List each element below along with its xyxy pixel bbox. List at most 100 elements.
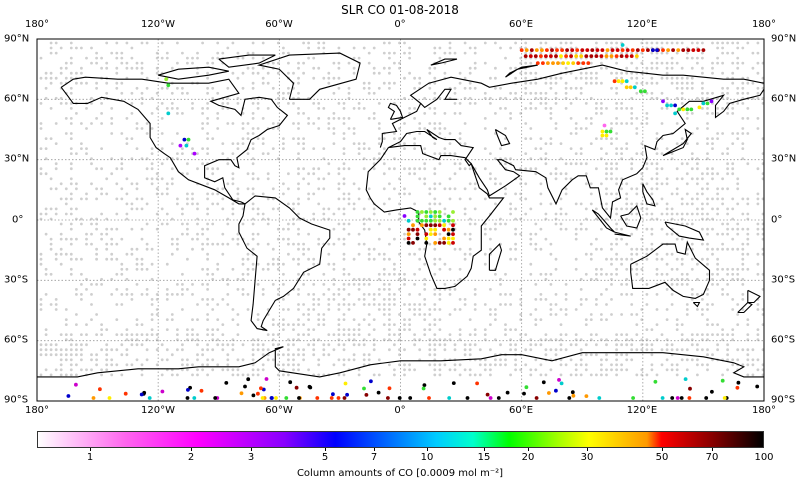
co-point <box>294 385 299 390</box>
co-point <box>424 218 429 223</box>
co-point <box>424 214 429 219</box>
co-point <box>259 386 263 391</box>
co-point <box>651 48 655 52</box>
co-point <box>160 389 165 394</box>
lat-label: 60°N <box>771 93 797 105</box>
colorbar-tick-label: 15 <box>477 452 491 463</box>
co-point <box>415 218 420 223</box>
co-point <box>620 48 625 52</box>
co-point <box>362 386 366 391</box>
co-data-points <box>66 43 760 400</box>
lat-label: 0° <box>12 214 24 226</box>
lon-label: 60°W <box>265 405 293 416</box>
co-point <box>164 77 169 82</box>
co-point <box>406 232 411 237</box>
co-point <box>437 223 442 228</box>
colorbar <box>37 431 764 448</box>
co-point <box>541 61 545 65</box>
co-point <box>411 223 415 228</box>
co-point <box>673 103 677 108</box>
colorbar-tick-mark <box>587 448 588 451</box>
co-point <box>628 85 633 90</box>
co-point <box>274 396 278 400</box>
co-point <box>564 54 568 58</box>
colorbar-tick-mark <box>712 448 713 451</box>
co-point <box>589 54 594 58</box>
co-point <box>261 387 266 392</box>
lon-label: 180° <box>751 405 777 416</box>
co-point <box>522 391 526 396</box>
co-point <box>539 54 543 58</box>
co-point <box>570 390 575 395</box>
co-point <box>544 54 548 58</box>
co-point <box>376 390 381 395</box>
co-point <box>560 48 564 52</box>
co-point <box>415 232 420 237</box>
colorbar-tick-label: 30 <box>580 452 594 463</box>
co-point <box>433 232 438 237</box>
co-point <box>696 48 701 52</box>
lat-label: 30°N <box>4 153 30 165</box>
co-point <box>524 48 529 52</box>
co-point <box>557 378 561 382</box>
co-point <box>638 89 643 94</box>
colorbar-tick-label: 50 <box>655 452 669 463</box>
co-point <box>535 61 540 65</box>
co-point <box>519 48 524 52</box>
co-point <box>251 393 256 398</box>
co-point <box>411 241 415 245</box>
co-point <box>446 241 451 245</box>
co-point <box>675 396 680 400</box>
co-point <box>599 54 604 58</box>
co-point <box>329 396 334 400</box>
co-point <box>571 61 576 65</box>
colorbar-tick-mark <box>427 448 428 451</box>
colorbar-tick-label: 10 <box>420 452 434 463</box>
co-point <box>424 241 429 245</box>
lat-label: 90°N <box>4 33 30 45</box>
co-point <box>288 380 293 385</box>
co-point <box>681 107 686 112</box>
co-point <box>604 129 609 134</box>
co-point <box>534 396 539 400</box>
co-point <box>260 396 265 400</box>
co-point <box>246 377 251 382</box>
co-point <box>433 210 438 214</box>
co-point <box>364 393 369 397</box>
co-point <box>581 61 586 65</box>
co-point <box>566 61 570 65</box>
co-point <box>184 143 189 148</box>
co-point <box>673 111 677 116</box>
co-point <box>186 388 190 392</box>
co-point <box>178 143 183 148</box>
co-point <box>199 388 204 393</box>
co-point <box>427 396 431 400</box>
colorbar-tick-mark <box>484 448 485 451</box>
co-point <box>336 396 341 400</box>
lon-label: 120°W <box>141 405 175 416</box>
co-point <box>297 396 301 400</box>
co-point <box>166 83 171 88</box>
co-point <box>549 54 553 58</box>
colorbar-tick-label: 100 <box>754 452 774 463</box>
co-point <box>660 396 665 400</box>
co-point <box>451 227 455 232</box>
co-point <box>428 227 433 232</box>
co-point <box>147 396 152 400</box>
co-point <box>422 383 427 387</box>
co-point <box>186 137 191 142</box>
co-point <box>446 227 451 232</box>
lat-label: 0° <box>771 214 783 226</box>
co-point <box>554 54 558 58</box>
co-point <box>433 241 438 245</box>
co-point <box>736 380 741 385</box>
co-point <box>605 48 610 52</box>
co-point <box>579 54 584 58</box>
co-point <box>604 133 609 138</box>
co-point <box>408 396 413 400</box>
co-point <box>676 48 681 52</box>
co-point <box>387 386 392 391</box>
co-point <box>451 232 455 237</box>
co-point <box>442 227 446 232</box>
lat-label: 90°N <box>771 33 797 45</box>
